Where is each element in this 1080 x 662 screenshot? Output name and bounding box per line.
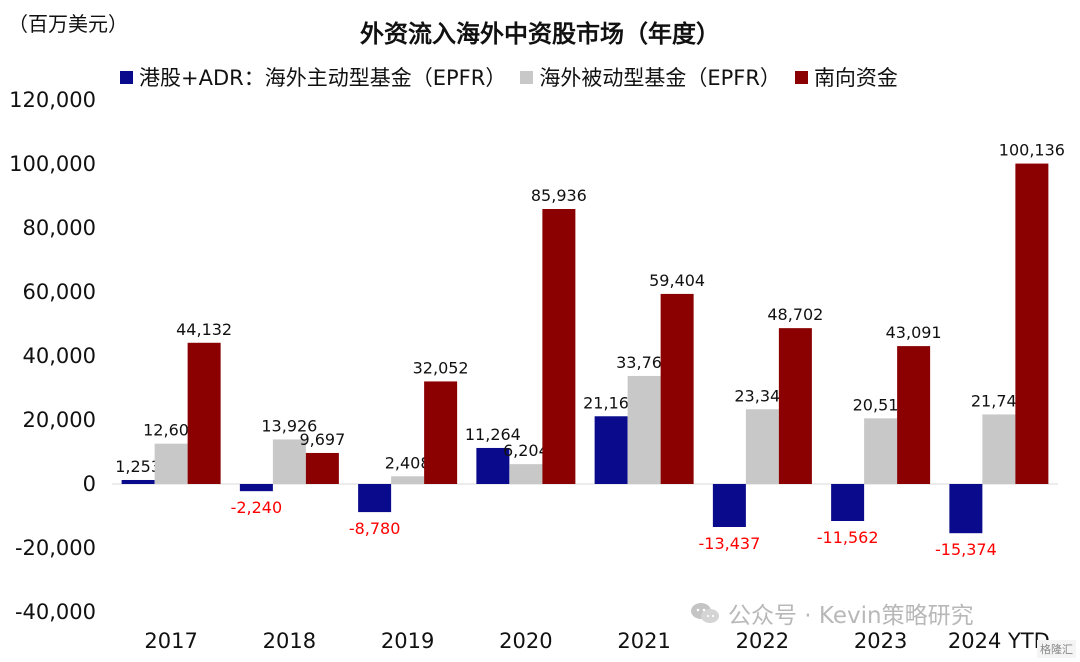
- data-label-southbound: 59,404: [649, 271, 705, 290]
- data-label-active: -2,240: [231, 498, 283, 517]
- data-label-active: 21,165: [583, 393, 639, 412]
- data-label-southbound: 85,936: [531, 186, 587, 205]
- bar-passive: [982, 414, 1016, 484]
- y-tick-label: 80,000: [23, 216, 96, 240]
- data-label-southbound: 44,132: [176, 320, 232, 339]
- bar-southbound: [424, 381, 458, 484]
- bar-southbound: [305, 452, 339, 484]
- legend-swatch-southbound: [794, 70, 808, 84]
- y-tick-label: 100,000: [9, 152, 96, 176]
- watermark-text: 公众号 · Kevin策略研究: [728, 603, 974, 629]
- x-tick-label: 2023: [854, 629, 907, 653]
- x-tick-label: 2022: [736, 629, 789, 653]
- data-label-southbound: 32,052: [413, 358, 469, 377]
- data-label-passive: 2,408: [385, 453, 431, 472]
- y-tick-label: 60,000: [23, 280, 96, 304]
- data-label-active: 1,253: [115, 457, 161, 476]
- source-tag: 格隆汇: [1037, 640, 1076, 658]
- data-label-passive: 21,741: [971, 391, 1027, 410]
- legend-item-southbound: 南向资金: [794, 62, 898, 92]
- legend-label-southbound: 南向资金: [813, 66, 898, 90]
- bar-southbound: [187, 342, 221, 484]
- data-label-passive: 12,601: [143, 421, 199, 440]
- bar-active: [712, 484, 746, 527]
- data-label-active: -11,562: [817, 528, 879, 547]
- data-label-southbound: 43,091: [886, 323, 942, 342]
- x-tick-label: 2020: [499, 629, 552, 653]
- legend-item-passive: 海外被动型基金（EPFR）: [520, 62, 781, 92]
- y-tick-label: 0: [83, 472, 96, 496]
- legend-swatch-passive: [520, 70, 534, 84]
- legend-swatch-active: [120, 70, 133, 84]
- bar-active: [476, 447, 510, 484]
- bar-active: [831, 484, 865, 521]
- x-tick-label: 2019: [381, 629, 434, 653]
- data-label-southbound: 9,697: [299, 430, 345, 449]
- legend-label-passive: 海外被动型基金（EPFR）: [539, 66, 781, 90]
- x-tick-label: 2021: [617, 629, 670, 653]
- x-tick-label: 2024 YTD: [948, 629, 1050, 653]
- data-label-passive: 20,519: [853, 395, 909, 414]
- bar-passive: [272, 439, 306, 484]
- y-tick-label: 120,000: [9, 88, 96, 112]
- x-tick-label: 2017: [144, 629, 197, 653]
- legend-item-active: 港股+ADR：海外主动型基金（EPFR）: [120, 62, 506, 92]
- watermark: 公众号 · Kevin策略研究: [690, 596, 974, 630]
- data-label-southbound: 100,136: [999, 141, 1065, 160]
- bar-southbound: [542, 209, 576, 484]
- data-label-southbound: 48,702: [767, 305, 823, 324]
- y-tick-label: 40,000: [23, 344, 96, 368]
- bar-passive: [154, 443, 188, 484]
- bar-active: [121, 479, 155, 484]
- data-label-passive: 23,342: [734, 386, 790, 405]
- data-label-active: -8,780: [349, 519, 401, 538]
- y-tick-label: -20,000: [15, 536, 96, 560]
- data-label-passive: 6,204: [503, 441, 549, 460]
- data-label-active: -15,374: [935, 540, 997, 559]
- bar-southbound: [1015, 163, 1049, 484]
- unit-label: （百万美元）: [8, 12, 128, 36]
- x-tick-label: 2018: [263, 629, 316, 653]
- data-label-active: 11,264: [465, 425, 521, 444]
- bar-passive: [627, 375, 661, 484]
- y-tick-label: 20,000: [23, 408, 96, 432]
- data-label-passive: 33,767: [616, 353, 672, 372]
- bar-southbound: [660, 293, 694, 484]
- y-tick-label: -40,000: [15, 600, 96, 624]
- bar-active: [594, 416, 628, 484]
- wechat-icon: [691, 603, 719, 623]
- bar-southbound: [778, 328, 812, 484]
- bar-passive: [391, 476, 425, 484]
- chart-title: 外资流入海外中资股市场（年度）: [360, 20, 720, 48]
- data-label-passive: 13,926: [261, 416, 317, 435]
- bar-southbound: [897, 346, 931, 484]
- data-label-active: -13,437: [698, 534, 760, 553]
- legend-label-active: 港股+ADR：海外主动型基金（EPFR）: [139, 66, 507, 90]
- bar-active: [358, 484, 392, 513]
- bar-passive: [509, 464, 543, 484]
- bar-passive: [745, 409, 779, 484]
- bar-active: [239, 484, 273, 492]
- bar-passive: [864, 418, 898, 484]
- legend: 港股+ADR：海外主动型基金（EPFR） 海外被动型基金（EPFR） 南向资金: [120, 62, 912, 92]
- bar-active: [949, 484, 983, 534]
